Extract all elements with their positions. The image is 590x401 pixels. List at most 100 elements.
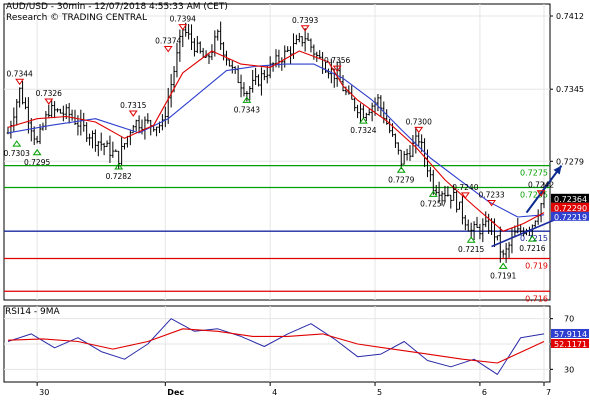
- x-tick-label: 7: [546, 388, 551, 397]
- price-bar: [402, 151, 406, 165]
- low-annotation-label: 0.7257: [420, 199, 446, 208]
- price-bar: [464, 215, 467, 231]
- price-bar: [53, 101, 56, 119]
- price-bar: [105, 140, 109, 147]
- price-bar: [207, 53, 211, 64]
- main-panel-frame: [3, 3, 551, 301]
- price-bar: [120, 137, 123, 166]
- price-bar: [356, 104, 359, 119]
- price-bar: [385, 109, 388, 125]
- price-bar: [123, 143, 126, 150]
- price-bar: [300, 36, 304, 47]
- high-annotation-label: 0.7394: [170, 15, 196, 24]
- price-bar: [539, 202, 543, 223]
- x-tick-label: 5: [377, 388, 382, 397]
- price-bar: [265, 65, 269, 84]
- low-annotation-label: 0.7279: [388, 175, 414, 184]
- price-bar: [56, 108, 59, 113]
- price-bar: [475, 216, 479, 228]
- price-bar: [303, 28, 307, 52]
- high-marker: [487, 200, 497, 207]
- chart-title: AUD/USD - 30min - 12/07/2018 4:55:33 AM …: [6, 2, 228, 12]
- x-tick-label: Dec: [167, 388, 184, 397]
- price-tag-last: [551, 193, 589, 203]
- price-bar: [501, 249, 505, 258]
- high-annotation-label: 0.7233: [478, 191, 504, 200]
- price-bar: [327, 68, 330, 79]
- price-bar: [263, 69, 266, 81]
- price-bar: [219, 21, 222, 50]
- price-bar: [397, 142, 400, 155]
- price-bar: [88, 133, 91, 146]
- low-annotation-label: 0.7282: [106, 172, 132, 181]
- price-bar: [359, 103, 362, 124]
- price-bar: [91, 130, 94, 149]
- price-bar: [254, 67, 257, 85]
- price-bar: [499, 226, 502, 263]
- price-bar: [466, 219, 470, 232]
- price-bar: [484, 211, 488, 228]
- price-bar: [222, 41, 225, 61]
- level-label: 0.719: [525, 261, 548, 270]
- high-marker: [332, 65, 342, 73]
- x-tick-label: 6: [482, 388, 487, 397]
- price-bar: [94, 129, 97, 152]
- price-bar: [169, 74, 173, 108]
- price-bar: [504, 242, 508, 263]
- price-bar: [108, 135, 112, 164]
- price-bar: [97, 141, 100, 157]
- price-bar: [472, 221, 476, 240]
- price-bar: [30, 118, 33, 142]
- price-bar: [298, 32, 301, 43]
- high-annotation-label: 0.7374: [155, 37, 181, 46]
- price-bar: [15, 98, 19, 126]
- price-bar: [399, 149, 403, 170]
- price-bar: [370, 102, 374, 122]
- price-bar: [242, 82, 246, 97]
- high-annotation-label: 0.7393: [292, 16, 318, 25]
- level-label: 0.7255: [520, 190, 548, 199]
- price-bar: [411, 134, 415, 158]
- low-annotation-label: 0.7191: [490, 271, 516, 280]
- price-bar: [239, 74, 243, 98]
- price-bar: [260, 67, 263, 96]
- price-bar: [446, 186, 450, 197]
- price-bar: [134, 119, 138, 132]
- price-bar: [111, 141, 115, 158]
- rsi-ma-line: [7, 328, 545, 364]
- high-marker: [536, 190, 546, 197]
- high-annotation-label: 0.7315: [120, 101, 146, 110]
- high-marker: [178, 24, 188, 31]
- rsi-panel-title: RSI14 - 9MA: [5, 307, 60, 317]
- price-bar: [85, 122, 88, 142]
- price-bar: [24, 97, 27, 110]
- low-marker: [466, 236, 476, 243]
- price-bar: [35, 135, 39, 144]
- price-bar: [306, 32, 310, 41]
- price-bar: [198, 41, 202, 54]
- price-bar: [114, 149, 118, 152]
- level-label: 0.7275: [520, 169, 548, 178]
- price-bar: [155, 126, 158, 137]
- price-bar: [458, 201, 461, 210]
- rsi-y-tick-label: 70: [564, 315, 574, 324]
- price-bar: [18, 87, 21, 108]
- moving-average-slow-line: [7, 63, 545, 218]
- price-bar: [59, 108, 62, 114]
- y-tick-label: 0.7279: [556, 157, 584, 166]
- rsi-tag-rsi-ma: [551, 338, 589, 348]
- price-bar: [367, 108, 371, 116]
- price-bar: [248, 86, 252, 101]
- price-bar: [353, 97, 356, 112]
- price-bar: [469, 222, 473, 239]
- low-annotation-label: 0.7343: [234, 105, 260, 114]
- price-tag-label: 0.72290: [554, 204, 587, 213]
- rsi-tag-rsi: [551, 328, 589, 338]
- high-marker: [460, 192, 470, 199]
- price-bar: [542, 182, 546, 209]
- low-marker: [358, 117, 368, 124]
- x-tick-label: 30: [39, 388, 49, 397]
- price-bar: [449, 194, 453, 209]
